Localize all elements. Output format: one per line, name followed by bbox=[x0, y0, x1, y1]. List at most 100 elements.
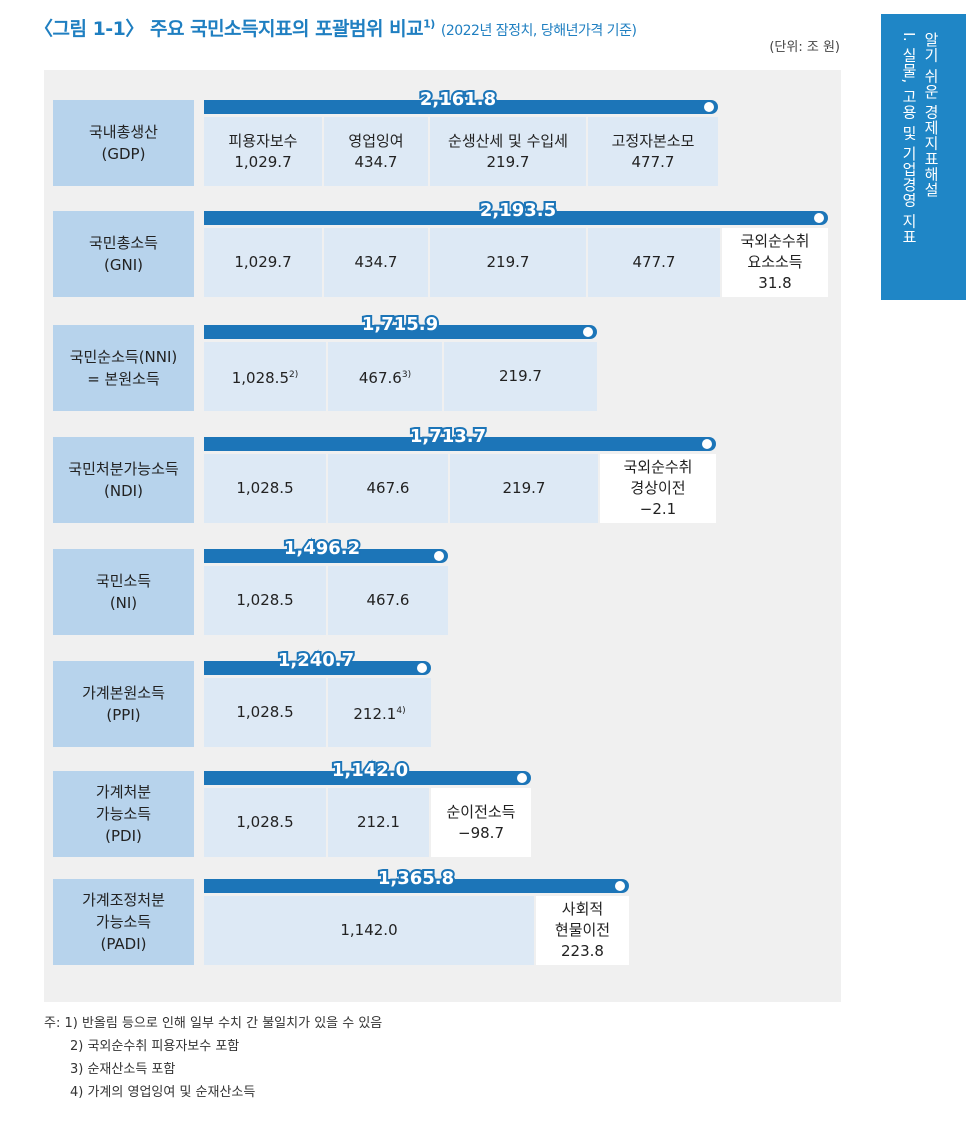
component-cell: 212.14) bbox=[328, 678, 431, 747]
footnote: 주: 1) 반올림 등으로 인해 일부 수치 간 불일치가 있을 수 있음 bbox=[44, 1016, 383, 1031]
indicator-label-line: 가계본원소득 bbox=[82, 684, 165, 702]
indicator-label-line: (PDI) bbox=[105, 827, 142, 845]
figure-title: 〈그림 1-1〉 주요 국민소득지표의 포괄범위 비교1) (2022년 잠정치… bbox=[34, 14, 637, 41]
bar-end-dot bbox=[615, 881, 625, 891]
diagram-panel bbox=[44, 70, 841, 1002]
title-subtitle: (2022년 잠정치, 당해년가격 기준) bbox=[440, 23, 637, 39]
component-text: 212.1 bbox=[357, 813, 400, 831]
indicator-label-line: 국민순소득(NNI) bbox=[69, 348, 178, 366]
component-cell: 순생산세 및 수입세 219.7 bbox=[430, 117, 586, 186]
bar-end-dot bbox=[517, 773, 527, 783]
unit-label: (단위: 조 원) bbox=[769, 40, 840, 55]
footnote-ref: 4) bbox=[396, 705, 406, 716]
total-value: 2,193.5 bbox=[478, 198, 558, 223]
indicator-label-line: (PADI) bbox=[100, 935, 147, 953]
component-cell: 1,028.5 bbox=[204, 678, 326, 747]
component-cell: 467.6 bbox=[328, 454, 448, 523]
component-text: −98.7 bbox=[458, 823, 504, 842]
component-text: 경상이전 bbox=[630, 479, 686, 497]
component-text: 212.14) bbox=[353, 704, 406, 723]
title-main: 〈그림 1-1〉 주요 국민소득지표의 포괄범위 비교 bbox=[34, 18, 424, 40]
side-tab-line1: 알기 쉬운 경제지표해설 bbox=[922, 32, 940, 198]
indicator-label-line: 국민소득 bbox=[95, 572, 152, 590]
total-value: 1,365.8 bbox=[376, 866, 456, 891]
bar-end-dot bbox=[583, 327, 593, 337]
component-text: 순생산세 및 수입세 bbox=[448, 131, 568, 150]
component-text: 요소소득 bbox=[747, 253, 803, 271]
footnote: 4) 가계의 영업잉여 및 순재산소득 bbox=[70, 1085, 256, 1100]
component-cell: 고정자본소모 477.7 bbox=[588, 117, 718, 186]
component-text: 434.7 bbox=[354, 253, 398, 271]
bar-end-dot bbox=[434, 551, 444, 561]
component-text: 피용자보수 bbox=[228, 131, 298, 150]
component-text: 국외순수취 bbox=[623, 458, 693, 476]
component-text: −2.1 bbox=[639, 500, 677, 518]
indicator-label-line: 가능소득 bbox=[95, 805, 152, 823]
component-cell: 477.7 bbox=[588, 228, 720, 297]
total-bar: 1,142.0 bbox=[204, 758, 531, 785]
component-text: 1,029.7 bbox=[234, 152, 292, 171]
component-cell: 영업잉여 434.7 bbox=[324, 117, 428, 186]
component-cell: 434.7 bbox=[324, 228, 428, 297]
component-text: 467.6 bbox=[366, 591, 410, 609]
component-text: 477.7 bbox=[631, 152, 675, 171]
footnote: 3) 순재산소득 포함 bbox=[70, 1062, 176, 1077]
component-cell: 212.1 bbox=[328, 788, 429, 857]
bar-end-dot bbox=[417, 663, 427, 673]
footnote: 2) 국외순수취 피용자보수 포함 bbox=[70, 1039, 240, 1054]
indicator-label: 가계본원소득 (PPI) bbox=[53, 661, 194, 747]
component-text: 467.6 bbox=[366, 479, 410, 497]
component-text: 467.63) bbox=[358, 368, 412, 387]
title-footnote-ref: 1) bbox=[423, 17, 435, 31]
component-text: 1,028.5 bbox=[236, 591, 294, 609]
component-cell: 219.7 bbox=[450, 454, 598, 523]
component-text: 영업잉여 bbox=[348, 131, 404, 150]
total-bar: 1,496.2 bbox=[204, 536, 448, 563]
bar-end-dot bbox=[702, 439, 712, 449]
total-bar: 1,365.8 bbox=[204, 866, 629, 893]
footnote-ref: 2) bbox=[289, 369, 299, 380]
component-cell: 1,028.5 bbox=[204, 454, 326, 523]
footnote-ref: 3) bbox=[401, 369, 412, 380]
indicator-label-line: (NI) bbox=[109, 594, 138, 612]
component-text: 219.7 bbox=[486, 152, 530, 171]
total-bar: 1,715.9 bbox=[204, 312, 597, 339]
total-value: 1,496.2 bbox=[282, 536, 362, 561]
component-text: 고정자본소모 bbox=[611, 131, 695, 150]
indicator-label-line: (NDI) bbox=[104, 482, 143, 500]
side-tab-line2: I. 실물, 고용 및 기업경영 지표 bbox=[900, 32, 918, 245]
component-text: 순이전소득 bbox=[446, 802, 516, 821]
indicator-label-line: 국민총소득 bbox=[88, 234, 158, 252]
indicator-label: 국민총소득 (GNI) bbox=[53, 211, 194, 297]
component-text: 477.7 bbox=[632, 253, 676, 271]
component-text: 219.7 bbox=[502, 479, 546, 497]
component-text: 219.7 bbox=[486, 253, 530, 271]
indicator-label-line: 가계처분 bbox=[95, 783, 152, 801]
component-cell: 1,028.5 bbox=[204, 566, 326, 635]
component-text: 434.7 bbox=[354, 152, 398, 171]
total-value: 1,240.7 bbox=[276, 648, 356, 673]
component-text: 사회적 bbox=[561, 900, 604, 918]
indicator-label-line: (PPI) bbox=[106, 706, 141, 724]
total-bar: 1,240.7 bbox=[204, 648, 431, 675]
component-cell: 467.63) bbox=[328, 342, 442, 411]
bar-end-dot bbox=[814, 213, 824, 223]
component-text: 219.7 bbox=[499, 367, 542, 385]
total-value: 1,715.9 bbox=[360, 312, 440, 337]
component-cell: 사회적 현물이전 223.8 bbox=[536, 896, 629, 965]
component-text: 국외순수취 bbox=[740, 232, 810, 250]
indicator-label: 국민소득 (NI) bbox=[53, 549, 194, 635]
component-cell: 순이전소득 −98.7 bbox=[431, 788, 531, 857]
indicator-label-line: = 본원소득 bbox=[87, 370, 160, 388]
indicator-label-line: (GNI) bbox=[104, 256, 143, 274]
component-text: 현물이전 bbox=[554, 921, 611, 939]
footnotes: 주: 1) 반올림 등으로 인해 일부 수치 간 불일치가 있을 수 있음 2)… bbox=[44, 1012, 382, 1104]
component-text: 31.8 bbox=[758, 274, 792, 292]
component-cell: 피용자보수 1,029.7 bbox=[204, 117, 322, 186]
indicator-label: 국민처분가능소득 (NDI) bbox=[53, 437, 194, 523]
bar-end-dot bbox=[704, 102, 714, 112]
total-value: 2,161.8 bbox=[418, 87, 498, 112]
